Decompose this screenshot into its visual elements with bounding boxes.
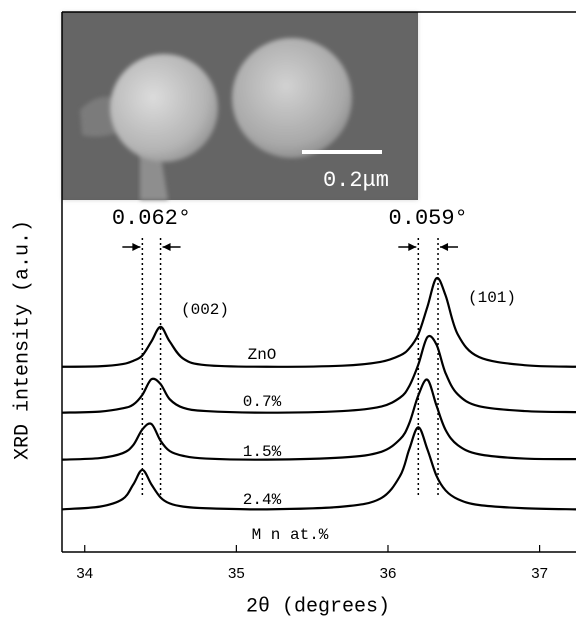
xrd-curve: [61, 276, 576, 368]
x-tick-label: 36: [380, 565, 397, 582]
series-label: 0.7%: [243, 393, 282, 411]
arrow-head: [132, 243, 141, 251]
scale-label: 0.2μm: [323, 168, 389, 193]
sem-inset: 0.2μm: [62, 12, 418, 200]
xrd-curve: [61, 378, 576, 461]
x-axis-label: 2θ (degrees): [246, 595, 390, 618]
arrow-head: [162, 243, 171, 251]
x-tick-label: 34: [76, 565, 93, 582]
peak-label: (101): [468, 289, 516, 307]
arrow-head: [408, 243, 417, 251]
legend-title: M n at.%: [252, 526, 329, 544]
x-tick-label: 37: [531, 565, 548, 582]
x-tick-label: 35: [228, 565, 245, 582]
xrd-curve: [61, 426, 576, 511]
series-label: 1.5%: [243, 443, 282, 461]
shift-label: 0.059°: [389, 206, 468, 231]
series-label: 2.4%: [243, 491, 282, 509]
arrow-head: [440, 243, 449, 251]
shift-label: 0.062°: [112, 206, 191, 231]
peak-label: (002): [181, 301, 229, 319]
xrd-curve: [61, 334, 576, 414]
y-axis-label: XRD intensity (a.u.): [11, 220, 34, 460]
series-label: ZnO: [248, 346, 277, 364]
